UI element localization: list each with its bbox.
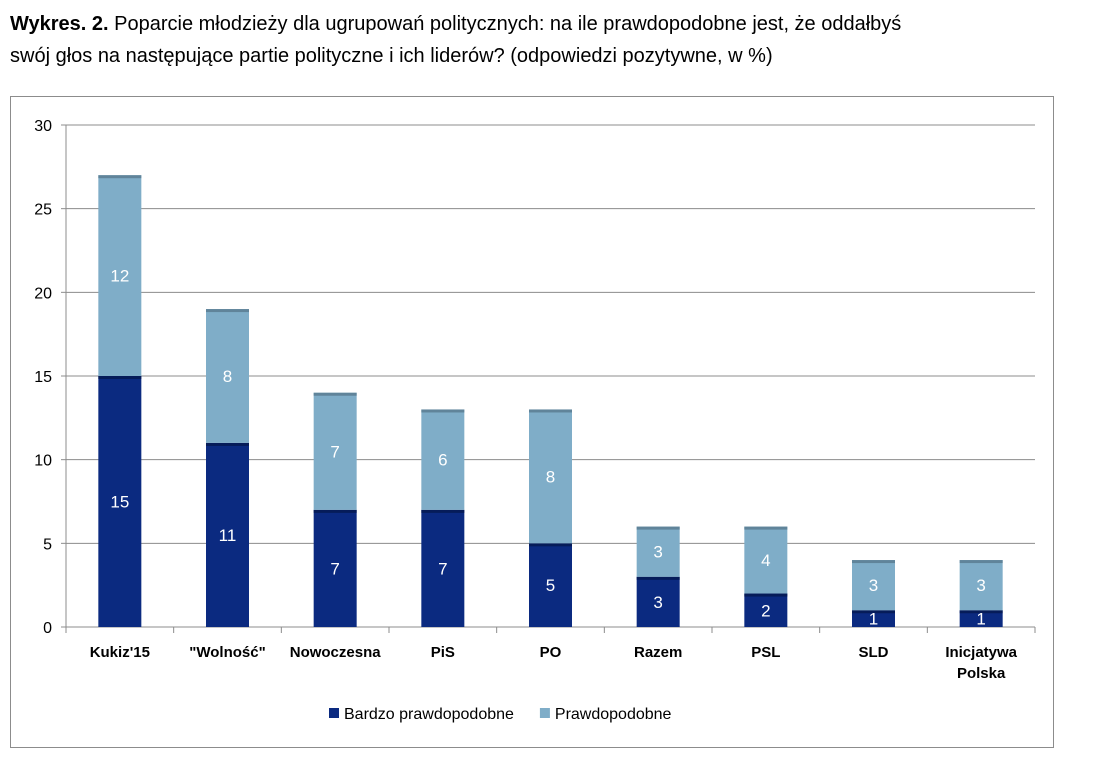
caption-text-2: swój głos na następujące partie politycz… — [10, 45, 773, 67]
data-label: 3 — [653, 593, 662, 612]
category-label: PO — [540, 644, 562, 661]
legend-swatch — [539, 708, 550, 718]
bar-segment-edge — [206, 442, 249, 446]
data-label: 7 — [438, 559, 447, 578]
category-label: PSL — [751, 644, 780, 661]
caption-text-1: Poparcie młodzieży dla ugrupowań polityc… — [108, 13, 902, 35]
data-label: 4 — [761, 551, 770, 570]
y-tick-label: 20 — [34, 285, 52, 302]
category-label-line: Nowoczesna — [290, 644, 382, 661]
y-tick-label: 0 — [43, 620, 52, 637]
category-label: Inicjatywa Polska — [945, 644, 1017, 682]
category-label-line: SLD — [859, 644, 889, 661]
data-label: 12 — [110, 267, 129, 286]
bar-segment-edge — [636, 526, 680, 530]
bar-segment — [744, 526, 788, 594]
bar-segment — [959, 560, 1003, 611]
bar-segment — [421, 509, 465, 627]
data-label: 5 — [546, 576, 555, 595]
category-label-line: PiS — [431, 644, 455, 661]
y-tick-label: 30 — [34, 118, 52, 135]
bar-segment — [206, 442, 249, 627]
bar-segment — [636, 526, 680, 577]
category-label: PiS — [431, 644, 455, 661]
category-label: Nowoczesna — [290, 644, 382, 661]
bar-segment — [421, 409, 465, 510]
bar-segment — [959, 610, 1003, 627]
y-tick-label: 10 — [34, 453, 52, 470]
bar-segment-edge — [852, 560, 895, 564]
bar-segment — [744, 593, 788, 627]
bar-segment — [313, 392, 357, 510]
bar-segment-edge — [529, 543, 572, 547]
y-tick-label: 25 — [34, 202, 52, 219]
bar-segment-edge — [98, 175, 142, 179]
bar-segment — [206, 309, 249, 443]
data-label: 7 — [330, 559, 339, 578]
data-label: 3 — [653, 543, 662, 562]
bar-segment-edge — [852, 610, 895, 614]
y-tick-label: 5 — [43, 536, 52, 553]
bar-segment — [852, 610, 895, 627]
data-label: 8 — [223, 367, 232, 386]
legend-label: Bardzo prawdopodobne — [344, 706, 514, 723]
data-label: 2 — [761, 601, 770, 620]
stacked-bar-chart: 0510152025301512Kukiz'15118"Wolność"77No… — [34, 118, 1036, 723]
bar-segment-edge — [636, 576, 680, 580]
data-label: 15 — [110, 493, 129, 512]
bar-segment — [313, 509, 357, 627]
bar-segment-edge — [529, 409, 572, 413]
bar-segment-edge — [98, 376, 142, 379]
bar-segment — [98, 175, 142, 376]
bar-segment — [529, 543, 572, 627]
caption-prefix: Wykres. 2. — [10, 13, 109, 35]
bar-segment — [98, 376, 142, 627]
caption-line-1: Wykres. 2. Poparcie młodzieży dla ugrupo… — [10, 8, 1100, 40]
bar-segment-edge — [421, 409, 465, 413]
bar-segment — [636, 576, 680, 627]
data-label: 11 — [219, 526, 237, 545]
bar-segment-edge — [744, 526, 788, 530]
bar-segment-edge — [959, 560, 1003, 564]
data-label: 6 — [438, 451, 447, 470]
category-label-line: PO — [540, 644, 562, 661]
legend-swatch — [329, 708, 339, 718]
y-tick-label: 15 — [34, 369, 52, 386]
data-label: 1 — [976, 610, 985, 629]
data-label: 3 — [976, 576, 985, 595]
category-label: Kukiz'15 — [90, 644, 150, 661]
data-label: 7 — [330, 442, 339, 461]
category-label-line: "Wolność" — [189, 644, 265, 661]
data-label: 3 — [869, 576, 878, 595]
bar-segment-edge — [206, 309, 249, 313]
bar-segment-edge — [313, 509, 357, 513]
category-label-line: Inicjatywa — [945, 644, 1017, 661]
bar-segment — [529, 409, 572, 544]
bar-segment-edge — [421, 509, 465, 513]
bar-segment-edge — [959, 610, 1003, 614]
figure-caption: Wykres. 2. Poparcie młodzieży dla ugrupo… — [10, 8, 1100, 72]
chart-frame: 0 5 10 15 20 25 30 15 12 Kukiz'15 11 8 "Wolność" 7 7 No… — [10, 96, 1054, 748]
category-label-line: Kukiz'15 — [90, 644, 150, 661]
data-label: 8 — [546, 467, 555, 486]
category-label: "Wolność" — [189, 644, 265, 661]
bar-segment — [852, 560, 895, 611]
category-label: SLD — [859, 644, 889, 661]
bar-segment-edge — [744, 593, 788, 597]
category-label-line: Razem — [634, 644, 682, 661]
legend-label: Prawdopodobne — [555, 706, 672, 723]
bar-segment-edge — [313, 392, 357, 396]
category-label-line: PSL — [751, 644, 780, 661]
data-label: 1 — [869, 610, 878, 629]
category-label: Razem — [634, 644, 682, 661]
category-label-line: Polska — [957, 665, 1006, 682]
